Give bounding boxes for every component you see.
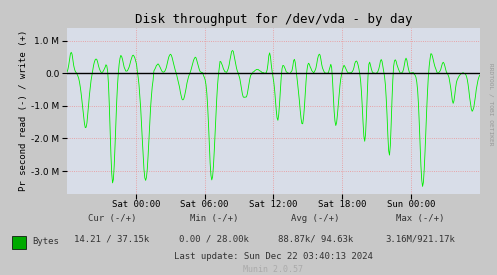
Text: Cur (-/+): Cur (-/+) — [87, 214, 136, 223]
Text: 3.16M/921.17k: 3.16M/921.17k — [385, 235, 455, 244]
Title: Disk throughput for /dev/vda - by day: Disk throughput for /dev/vda - by day — [135, 13, 412, 26]
Text: Munin 2.0.57: Munin 2.0.57 — [244, 265, 303, 274]
Text: Bytes: Bytes — [32, 238, 59, 246]
Y-axis label: Pr second read (-) / write (+): Pr second read (-) / write (+) — [19, 30, 28, 191]
Text: 0.00 / 28.00k: 0.00 / 28.00k — [179, 235, 248, 244]
Text: Avg (-/+): Avg (-/+) — [291, 214, 340, 223]
Text: Min (-/+): Min (-/+) — [189, 214, 238, 223]
Text: 88.87k/ 94.63k: 88.87k/ 94.63k — [278, 235, 353, 244]
Text: Max (-/+): Max (-/+) — [396, 214, 444, 223]
Text: 14.21 / 37.15k: 14.21 / 37.15k — [74, 235, 150, 244]
Text: Last update: Sun Dec 22 03:40:13 2024: Last update: Sun Dec 22 03:40:13 2024 — [174, 252, 373, 261]
Text: RRDTOOL / TOBI OETIKER: RRDTOOL / TOBI OETIKER — [488, 63, 493, 146]
